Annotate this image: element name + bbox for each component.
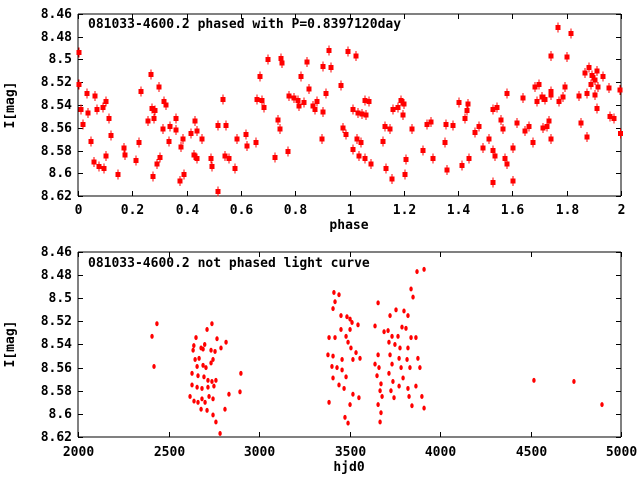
- y-tick-label: 8.58: [40, 144, 72, 159]
- x-tick-label: 4500: [515, 445, 548, 460]
- x-tick-label: 3000: [243, 445, 276, 460]
- x-tick-label: 3500: [334, 445, 367, 460]
- x-tick-label: 0.6: [229, 203, 254, 218]
- y-tick-label: 8.62: [40, 189, 72, 204]
- x-tick-label: 4000: [424, 445, 457, 460]
- y-tick-label: 8.52: [40, 75, 72, 90]
- y-tick-label: 8.52: [40, 314, 72, 329]
- bottom-plot-xlabel: hjd0: [333, 460, 365, 475]
- y-tick-label: 8.56: [40, 121, 72, 136]
- y-tick-label: 8.58: [40, 384, 72, 399]
- x-tick-label: 2000: [62, 445, 95, 460]
- y-tick-label: 8.54: [40, 337, 72, 352]
- y-tick-label: 8.48: [40, 268, 72, 283]
- x-tick-label: 5000: [605, 445, 638, 460]
- y-tick-label: 8.54: [40, 98, 72, 113]
- y-tick-label: 8.5: [48, 52, 72, 67]
- x-tick-label: 2500: [153, 445, 186, 460]
- x-tick-label: 1.2: [392, 203, 417, 218]
- y-tick-label: 8.48: [40, 30, 72, 45]
- top-plot-title: 081033-4600.2 phased with P=0.8397120day: [88, 17, 402, 32]
- y-tick-label: 8.6: [48, 407, 72, 422]
- x-tick-label: 1.4: [446, 203, 471, 218]
- y-tick-label: 8.46: [40, 7, 72, 22]
- y-tick-label: 8.46: [40, 245, 72, 260]
- x-tick-label: 1: [346, 203, 355, 218]
- x-tick-label: 0.8: [283, 203, 308, 218]
- x-tick-label: 1.6: [500, 203, 525, 218]
- x-tick-label: 0: [74, 203, 83, 218]
- x-tick-label: 1.8: [555, 203, 580, 218]
- bottom-plot-title: 081033-4600.2 not phased light curve: [88, 256, 370, 271]
- y-tick-label: 8.62: [40, 430, 72, 445]
- x-tick-label: 2: [617, 203, 626, 218]
- y-tick-label: 8.56: [40, 361, 72, 376]
- y-tick-label: 8.6: [48, 166, 72, 181]
- x-tick-label: 0.2: [120, 203, 145, 218]
- top-plot-xlabel: phase: [329, 218, 369, 233]
- x-tick-label: 0.4: [175, 203, 200, 218]
- y-tick-label: 8.5: [48, 291, 72, 306]
